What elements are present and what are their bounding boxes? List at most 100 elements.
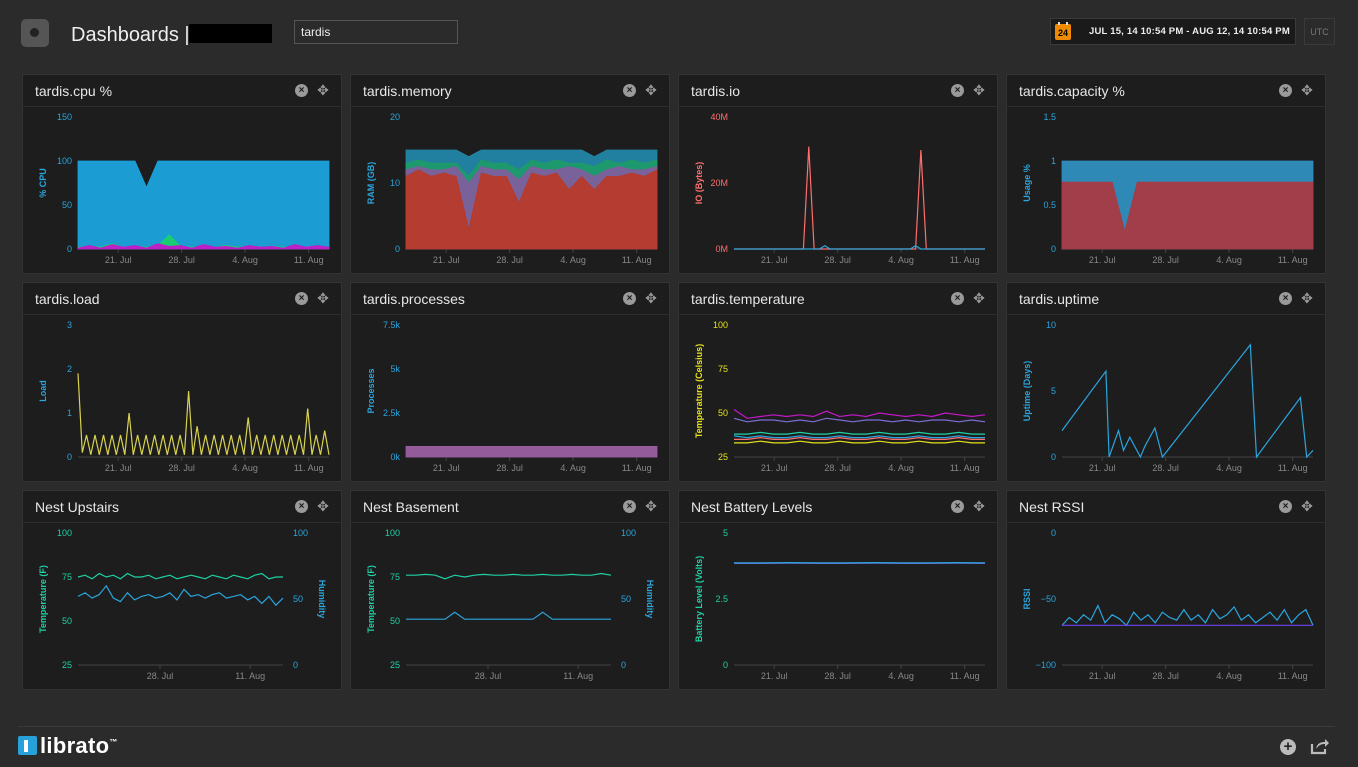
panel-divider	[679, 106, 997, 107]
chart-plot: 40M 20M 0M IO (Bytes) 21. Jul 28. Jul 4. Aug 11…	[694, 112, 985, 265]
y2-tick-label: 100	[621, 528, 636, 538]
close-icon[interactable]: ×	[295, 84, 308, 97]
y-axis-label: Temperature (F)	[38, 565, 48, 633]
series-area	[77, 160, 330, 250]
y-tick-label: 0	[1051, 528, 1056, 538]
move-icon[interactable]: ✥	[317, 290, 329, 306]
y-tick-label: 0	[1051, 244, 1056, 254]
move-icon[interactable]: ✥	[1301, 290, 1313, 306]
timezone-button[interactable]: UTC	[1304, 18, 1335, 45]
panel-divider	[23, 106, 341, 107]
series-line	[734, 431, 985, 435]
move-icon[interactable]: ✥	[973, 82, 985, 98]
move-icon[interactable]: ✥	[1301, 82, 1313, 98]
panel-title: tardis.cpu %	[35, 83, 113, 99]
panel-title: tardis.uptime	[1019, 291, 1100, 307]
y-axis-label: Load	[38, 380, 48, 402]
chart-panel[interactable]: tardis.uptime × ✥ 10 5 0 Uptime (Days) 21. Jul 2…	[1006, 282, 1326, 482]
y-tick-label: 40M	[710, 112, 728, 122]
close-icon[interactable]: ×	[623, 292, 636, 305]
chart-panel[interactable]: tardis.capacity % × ✥ 1.5 1 0.5 0 Usage % 21. Ju…	[1006, 74, 1326, 274]
y2-tick-label: 0	[293, 660, 298, 670]
move-icon[interactable]: ✥	[645, 82, 657, 98]
y-tick-label: 2.5k	[383, 408, 401, 418]
close-icon[interactable]: ×	[1279, 84, 1292, 97]
close-icon[interactable]: ×	[623, 500, 636, 513]
x-tick-label: 4. Aug	[232, 255, 258, 265]
chart-panel[interactable]: tardis.memory × ✥ 20 10 0 RAM (GB) 21. Jul 28. J…	[350, 74, 670, 274]
panel-divider	[1007, 106, 1325, 107]
series-area	[405, 169, 658, 250]
move-icon[interactable]: ✥	[973, 498, 985, 514]
x-tick-label: 4. Aug	[232, 463, 258, 473]
y-tick-label: 25	[62, 660, 72, 670]
panel-divider	[679, 522, 997, 523]
move-icon[interactable]: ✥	[1301, 498, 1313, 514]
chart-panel[interactable]: tardis.io × ✥ 40M 20M 0M IO (Bytes) 21. Jul 28. …	[678, 74, 998, 274]
series-line	[734, 440, 985, 444]
x-tick-label: 21. Jul	[433, 255, 460, 265]
chart-panel[interactable]: tardis.processes × ✥ 7.5k 5k 2.5k 0k Processes 2…	[350, 282, 670, 482]
series-line	[1061, 343, 1314, 459]
x-tick-label: 11. Aug	[950, 463, 980, 473]
x-tick-label: 4. Aug	[1216, 671, 1242, 681]
y-tick-label: 100	[713, 320, 728, 330]
y-tick-label: −50	[1041, 594, 1056, 604]
close-icon[interactable]: ×	[1279, 500, 1292, 513]
close-icon[interactable]: ×	[951, 500, 964, 513]
close-icon[interactable]: ×	[295, 292, 308, 305]
x-tick-label: 11. Aug	[563, 671, 593, 681]
x-tick-label: 11. Aug	[622, 463, 652, 473]
panel-title: tardis.processes	[363, 291, 465, 307]
y2-axis-label: Humidity	[645, 580, 655, 619]
move-icon[interactable]: ✥	[645, 498, 657, 514]
chart-panel[interactable]: tardis.temperature × ✥ 100 75 50 25 Temperature…	[678, 282, 998, 482]
x-tick-label: 28. Jul	[1152, 671, 1179, 681]
share-icon[interactable]	[1310, 737, 1330, 755]
move-icon[interactable]: ✥	[317, 498, 329, 514]
y-tick-label: 1.5	[1043, 112, 1056, 122]
y-axis-label: Uptime (Days)	[1022, 361, 1032, 422]
close-icon[interactable]: ×	[951, 84, 964, 97]
x-tick-label: 4. Aug	[888, 671, 914, 681]
move-icon[interactable]: ✥	[317, 82, 329, 98]
date-range-picker[interactable]: 24 JUL 15, 14 10:54 PM - AUG 12, 14 10:5…	[1050, 18, 1296, 45]
chart-panel[interactable]: Nest Basement × ✥ 100 75 50 25 100 50 0 Humidity Te…	[350, 490, 670, 690]
y-tick-label: 75	[390, 572, 400, 582]
close-icon[interactable]: ×	[951, 292, 964, 305]
chart-panel[interactable]: Nest Upstairs × ✥ 100 75 50 25 100 50 0 Humidity Te…	[22, 490, 342, 690]
x-tick-label: 21. Jul	[105, 255, 132, 265]
move-icon[interactable]: ✥	[645, 290, 657, 306]
move-icon[interactable]: ✥	[973, 290, 985, 306]
x-tick-label: 28. Jul	[1152, 255, 1179, 265]
date-range-text: JUL 15, 14 10:54 PM - AUG 12, 14 10:54 P…	[1089, 26, 1290, 37]
add-icon[interactable]: +	[1280, 739, 1296, 755]
series-line	[733, 409, 986, 419]
close-icon[interactable]: ×	[1279, 292, 1292, 305]
y-tick-label: 100	[385, 528, 400, 538]
y-tick-label: 5k	[390, 364, 400, 374]
series-line	[733, 417, 986, 423]
chart-panel[interactable]: tardis.cpu % × ✥ 150 100 50 0 % CPU 21. Jul 28. J…	[22, 74, 342, 274]
y-tick-label: 0	[395, 244, 400, 254]
app-logo[interactable]	[21, 19, 49, 47]
chart-panel[interactable]: tardis.load × ✥ 3 2 1 0 Load 21. Jul 28. Jul 4. Au…	[22, 282, 342, 482]
x-tick-label: 11. Aug	[294, 255, 324, 265]
x-tick-label: 4. Aug	[560, 255, 586, 265]
panel-title: tardis.temperature	[691, 291, 805, 307]
chart-plot: 1.5 1 0.5 0 Usage % 21. Jul 28. Jul 4. Aug 11. A…	[1022, 112, 1314, 265]
x-tick-label: 11. Aug	[1278, 463, 1308, 473]
chart-panel[interactable]: Nest RSSI × ✥ 0 −50 −100 RSSI 21. Jul 28. Jul 4. …	[1006, 490, 1326, 690]
chart-plot: 150 100 50 0 % CPU 21. Jul 28. Jul 4. Aug 11. Au…	[38, 112, 330, 265]
chart-panel[interactable]: Nest Battery Levels × ✥ 5 2.5 0 Battery Level …	[678, 490, 998, 690]
close-icon[interactable]: ×	[295, 500, 308, 513]
x-tick-label: 11. Aug	[950, 671, 980, 681]
calendar-icon[interactable]: 24	[1055, 22, 1071, 40]
search-input[interactable]	[294, 20, 458, 44]
close-icon[interactable]: ×	[623, 84, 636, 97]
x-tick-label: 28. Jul	[824, 671, 851, 681]
x-tick-label: 21. Jul	[761, 463, 788, 473]
y-axis-label: RAM (GB)	[366, 162, 376, 205]
series-area	[405, 446, 658, 458]
panel-divider	[1007, 314, 1325, 315]
